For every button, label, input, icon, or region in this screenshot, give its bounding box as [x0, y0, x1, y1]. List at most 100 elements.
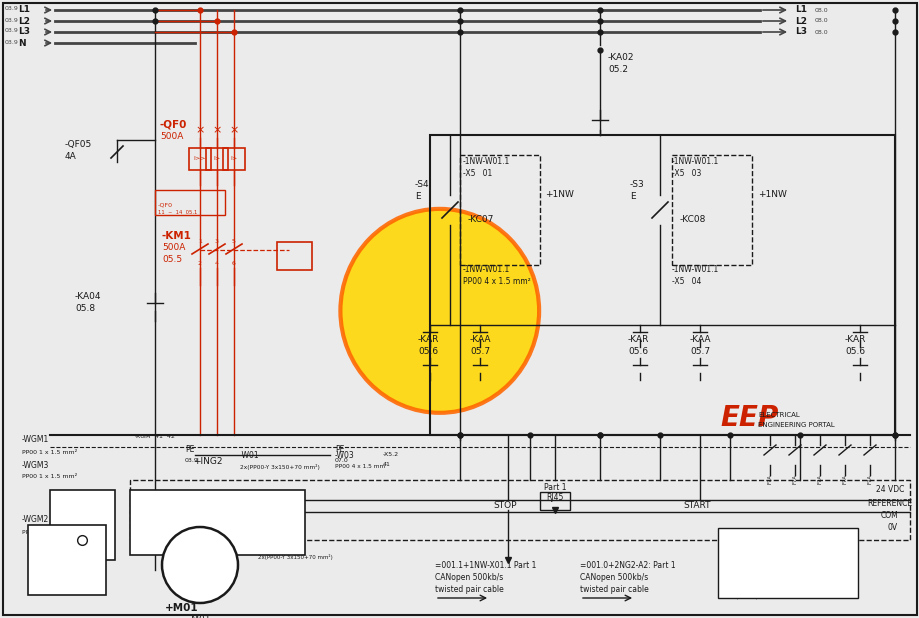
Text: -A1: -A1 [778, 543, 796, 552]
Text: 03.9: 03.9 [5, 28, 19, 33]
Text: -1NW-W01.1: -1NW-W01.1 [462, 158, 510, 166]
Text: L3: L3 [18, 27, 30, 36]
Ellipse shape [340, 209, 539, 413]
Bar [671, 155, 751, 265]
Text: -1NW-W01.1: -1NW-W01.1 [671, 266, 719, 274]
Text: -A1: -A1 [138, 504, 154, 512]
Text: RDA  |  RDC  |  00.6: RDA | RDC | 00.6 [721, 593, 772, 599]
Text: I>>: I>> [194, 156, 206, 161]
Text: COM: COM [880, 512, 898, 520]
Text: -W03: -W03 [335, 451, 355, 460]
Text: FLD: FLD [162, 515, 176, 525]
Text: -M01: -M01 [188, 616, 211, 618]
Text: -S3: -S3 [630, 180, 644, 190]
Text: 03.9: 03.9 [185, 457, 199, 462]
Circle shape [162, 527, 238, 603]
Text: 3~: 3~ [189, 568, 210, 582]
Text: RDA  |  P1C  |  00.5: RDA | P1C | 00.5 [721, 582, 771, 586]
Text: E: E [630, 192, 635, 201]
Text: M: M [190, 548, 210, 567]
Text: 0V: 0V [887, 523, 897, 533]
Text: -RM: -RM [33, 541, 48, 549]
Text: +1NW: +1NW [757, 190, 786, 200]
Text: -X5   04: -X5 04 [671, 277, 700, 287]
Text: -1NW-W01.1: -1NW-W01.1 [462, 266, 510, 274]
Text: +ING2: +ING2 [193, 457, 222, 465]
Text: L2: L2 [18, 17, 30, 25]
Text: twisted pair cable: twisted pair cable [579, 585, 648, 595]
Text: -KM1: -KM1 [162, 231, 192, 241]
Text: +1NW: +1NW [544, 190, 573, 200]
Bar [206, 148, 228, 170]
Text: 03.9: 03.9 [5, 7, 19, 12]
Text: F7A: F7A [867, 474, 871, 484]
Text: ~3M2  01.41  01.42: ~3M2 01.41 01.42 [28, 580, 76, 585]
Text: L1: L1 [794, 6, 806, 14]
Text: -QF0: -QF0 [160, 120, 187, 130]
Text: -KC08: -KC08 [679, 216, 706, 224]
Text: +ING2-W02: +ING2-W02 [257, 541, 302, 549]
Text: ~3M2  01.01  01.02: ~3M2 01.01 01.02 [33, 572, 82, 577]
Text: ENGINEERING PORTAL: ENGINEERING PORTAL [757, 422, 834, 428]
Text: 500A: 500A [160, 132, 183, 142]
Text: U   V   W   PE: U V W PE [176, 536, 224, 544]
Text: θ: θ [55, 538, 61, 546]
Text: -WGM2: -WGM2 [22, 515, 50, 525]
Text: 08.0: 08.0 [814, 19, 828, 23]
Text: START: START [683, 501, 710, 509]
Text: 08.0: 08.0 [814, 7, 828, 12]
Text: 24 VDC: 24 VDC [875, 486, 903, 494]
Text: 07.0: 07.0 [335, 457, 348, 462]
Text: -X5   01: -X5 01 [462, 169, 492, 179]
Text: -KAA: -KAA [689, 336, 710, 344]
Text: PE: PE [335, 446, 344, 454]
Text: RJ45: RJ45 [546, 494, 563, 502]
Text: Part 1: Part 1 [543, 483, 565, 493]
Text: -WGM1: -WGM1 [22, 436, 50, 444]
Text: -X5   03: -X5 03 [671, 169, 700, 179]
Text: I>: I> [230, 156, 237, 161]
Text: L3: L3 [794, 27, 806, 36]
Text: PP00 4 x 1.5 mm²: PP00 4 x 1.5 mm² [462, 277, 530, 287]
Text: 05.2: 05.2 [607, 66, 628, 75]
Bar [50, 490, 115, 560]
Text: -KC07: -KC07 [468, 216, 494, 224]
Text: 11  ~  14  05.1: 11 ~ 14 05.1 [158, 211, 198, 216]
Text: 05.7: 05.7 [689, 347, 709, 357]
Text: twisted pair cable: twisted pair cable [435, 585, 504, 595]
Text: -X5.2: -X5.2 [382, 452, 399, 457]
Text: PP00 1 x 1.5 mm²: PP00 1 x 1.5 mm² [22, 530, 74, 535]
Text: 05.7: 05.7 [470, 347, 490, 357]
Text: 3: 3 [215, 240, 219, 245]
Text: =001.1+1NW-X01.1 Part 1: =001.1+1NW-X01.1 Part 1 [435, 562, 536, 570]
Text: 03.9: 03.9 [5, 40, 19, 44]
Text: X2A  |  INC  |  0....: X2A | INC | 0.... [721, 569, 767, 575]
Text: 500A: 500A [162, 243, 185, 253]
Text: PE: PE [185, 446, 194, 454]
Text: F7A: F7A [766, 474, 772, 484]
Bar [130, 490, 305, 555]
Text: 5: 5 [232, 240, 235, 245]
Text: =001.0+2NG2-A2: Part 1: =001.0+2NG2-A2: Part 1 [579, 562, 675, 570]
Text: -WGM3: -WGM3 [22, 460, 50, 470]
Text: ×: × [229, 125, 238, 135]
Text: 41  42: 41 42 [154, 434, 175, 439]
Text: -XGM: -XGM [135, 434, 152, 439]
Text: 08.0: 08.0 [814, 30, 828, 35]
Text: CANopen 500kb/s: CANopen 500kb/s [579, 574, 648, 583]
Text: 05.6: 05.6 [417, 347, 437, 357]
Bar [460, 155, 539, 265]
Text: F7A: F7A [842, 474, 846, 484]
Text: 03.9: 03.9 [5, 17, 19, 22]
Text: E: E [414, 192, 420, 201]
Text: 1: 1 [198, 240, 201, 245]
Text: 41: 41 [382, 462, 391, 467]
Text: L1: L1 [18, 6, 30, 14]
Text: -KAA: -KAA [470, 336, 491, 344]
Text: X1A  |  P1C  |  00.3: X1A | P1C | 00.3 [721, 557, 770, 563]
Text: ELECTRICAL: ELECTRICAL [757, 412, 799, 418]
Text: ×: × [195, 125, 204, 135]
Text: 2: 2 [198, 261, 202, 266]
Bar [130, 480, 909, 540]
Text: -W01: -W01 [240, 451, 259, 460]
